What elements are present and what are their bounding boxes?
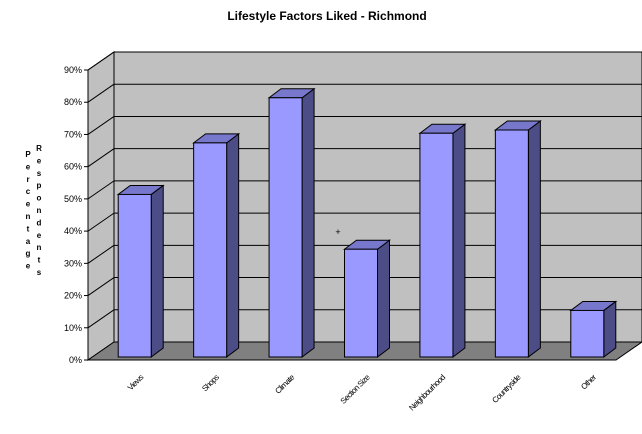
bar-section-size bbox=[343, 239, 391, 358]
bar-side bbox=[377, 239, 390, 358]
gridline-diagonal bbox=[87, 51, 115, 71]
bar-front bbox=[344, 248, 378, 358]
x-tick-label: Shops bbox=[200, 373, 221, 394]
y-tick-label: 90% bbox=[64, 65, 82, 75]
gridline-diagonal bbox=[87, 244, 115, 264]
chart-side-wall bbox=[87, 51, 115, 361]
bar-countryside bbox=[493, 120, 542, 358]
x-tick-label: Section Size bbox=[339, 372, 373, 406]
gridline-diagonal bbox=[87, 309, 115, 329]
x-tick-label: Other bbox=[579, 372, 598, 391]
plus-marker-icon: + bbox=[335, 227, 340, 237]
gridline-diagonal bbox=[87, 83, 115, 103]
bar-front bbox=[419, 132, 454, 358]
gridline-diagonal bbox=[87, 180, 115, 200]
bar-neighbourhood bbox=[418, 123, 467, 358]
gridline-diagonal bbox=[87, 277, 115, 296]
y-tick-label: 80% bbox=[64, 97, 82, 107]
y-tick-label: 70% bbox=[64, 129, 82, 139]
bar-front bbox=[117, 193, 152, 358]
bar-shops bbox=[192, 132, 241, 358]
gridline-diagonal bbox=[87, 116, 115, 135]
y-tick-label: 10% bbox=[64, 323, 82, 333]
y-tick-label: 60% bbox=[64, 162, 82, 172]
bar-side bbox=[226, 132, 240, 358]
bar-side bbox=[452, 123, 466, 358]
bar-side bbox=[527, 120, 541, 358]
bar-front bbox=[193, 142, 228, 358]
gridline-diagonal bbox=[87, 148, 115, 168]
bar-other bbox=[569, 300, 618, 358]
bar-side bbox=[603, 300, 617, 358]
x-tick-label: Neighbourhood bbox=[407, 373, 447, 413]
bar-side bbox=[301, 87, 315, 358]
y-tick-label: 20% bbox=[64, 291, 82, 301]
bar-front bbox=[570, 309, 605, 358]
y-tick-label: 40% bbox=[64, 226, 82, 236]
bar-front bbox=[494, 129, 529, 358]
x-tick-label: Climate bbox=[273, 372, 296, 395]
y-tick-label: 30% bbox=[64, 258, 82, 268]
bars bbox=[116, 87, 618, 358]
chart-title: Lifestyle Factors Liked - Richmond bbox=[227, 9, 426, 23]
x-tick-label: Countryside bbox=[490, 372, 523, 405]
bar-front bbox=[268, 97, 303, 358]
bar-side bbox=[150, 184, 164, 358]
bar-climate bbox=[267, 87, 316, 358]
y-axis-ticks: 0% 10% 20% 30% 40% 50% 60% 70% 80% 90% bbox=[64, 65, 88, 365]
y-tick-label: 0% bbox=[69, 355, 82, 365]
y-tick-label: 50% bbox=[64, 194, 82, 204]
x-tick-label: Views bbox=[126, 373, 146, 393]
gridline-diagonal bbox=[87, 212, 115, 232]
category-labels: Views Shops Climate Section Size Neighbourho… bbox=[126, 372, 598, 412]
bar-views bbox=[116, 184, 165, 358]
